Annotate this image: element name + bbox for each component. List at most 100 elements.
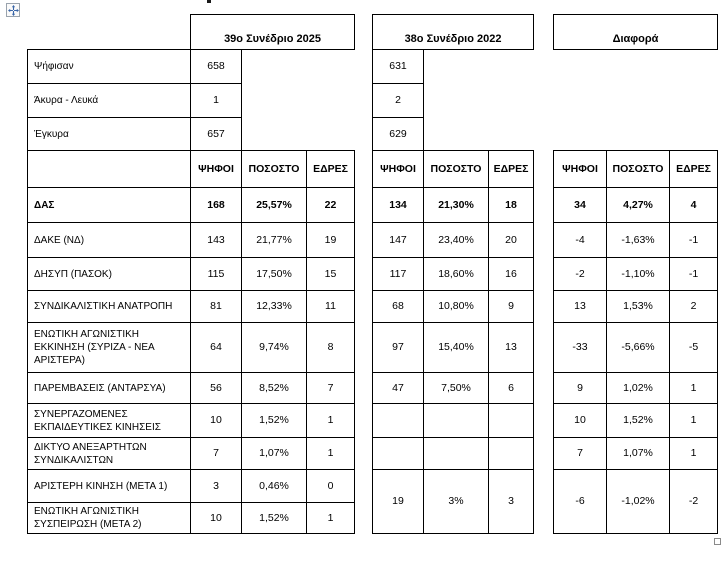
votes-cell[interactable]: 97 bbox=[372, 322, 424, 373]
votes-cell[interactable]: -6 bbox=[553, 469, 607, 534]
votes-cell[interactable]: 10 bbox=[190, 403, 242, 438]
seats-cell[interactable]: 1 bbox=[668, 403, 719, 438]
column-header-cell[interactable]: ΕΔΡΕΣ bbox=[668, 150, 719, 188]
percent-cell[interactable]: 0,46% bbox=[241, 469, 307, 503]
column-header-cell[interactable]: ΕΔΡΕΣ bbox=[306, 150, 355, 188]
percent-cell[interactable]: 4,27% bbox=[606, 187, 670, 223]
seats-cell[interactable]: 8 bbox=[306, 322, 355, 373]
seats-cell[interactable]: 20 bbox=[488, 222, 534, 258]
votes-cell[interactable]: -33 bbox=[553, 322, 607, 373]
seats-cell[interactable]: 22 bbox=[306, 187, 355, 223]
votes-cell[interactable]: 34 bbox=[553, 187, 607, 223]
percent-cell[interactable]: 10,80% bbox=[423, 290, 489, 323]
votes-cell[interactable]: 147 bbox=[372, 222, 424, 258]
percent-cell[interactable]: 9,74% bbox=[241, 322, 307, 373]
column-header-cell[interactable]: ΠΟΣΟΣΤΟ bbox=[241, 150, 307, 188]
column-header-cell[interactable]: ΨΗΦΟΙ bbox=[372, 150, 424, 188]
percent-cell[interactable]: 3% bbox=[423, 469, 489, 534]
seats-cell[interactable]: 4 bbox=[668, 187, 719, 223]
percent-cell[interactable]: -1,10% bbox=[606, 257, 670, 291]
summary-value-cell[interactable]: 658 bbox=[190, 49, 242, 84]
seats-cell[interactable]: 15 bbox=[306, 257, 355, 291]
party-name-cell[interactable]: ΣΥΝΔΙΚΑΛΙΣΤΙΚΗ ΑΝΑΤΡΟΠΗ bbox=[27, 290, 191, 323]
seats-cell[interactable]: -2 bbox=[668, 469, 719, 534]
party-name-cell[interactable]: ΔΑΣ bbox=[27, 187, 191, 223]
percent-cell[interactable]: 1,02% bbox=[606, 372, 670, 404]
votes-cell[interactable]: 10 bbox=[190, 502, 242, 534]
votes-cell[interactable] bbox=[372, 437, 424, 470]
percent-cell[interactable]: -1,02% bbox=[606, 469, 670, 534]
group-header-cell[interactable]: 39ο Συνέδριο 2025 bbox=[190, 14, 355, 50]
votes-cell[interactable]: 3 bbox=[190, 469, 242, 503]
seats-cell[interactable]: 18 bbox=[488, 187, 534, 223]
seats-cell[interactable]: -1 bbox=[668, 257, 719, 291]
summary-value-cell[interactable]: 1 bbox=[190, 83, 242, 118]
percent-cell[interactable]: 1,53% bbox=[606, 290, 670, 323]
party-name-cell[interactable]: ΔΙΚΤΥΟ ΑΝΕΞΑΡΤΗΤΩΝ ΣΥΝΔΙΚΑΛΙΣΤΩΝ bbox=[27, 437, 191, 470]
percent-cell[interactable]: 21,30% bbox=[423, 187, 489, 223]
seats-cell[interactable]: 2 bbox=[668, 290, 719, 323]
votes-cell[interactable]: 68 bbox=[372, 290, 424, 323]
summary-value-cell[interactable]: 657 bbox=[190, 117, 242, 151]
column-header-cell[interactable]: ΠΟΣΟΣΤΟ bbox=[606, 150, 670, 188]
percent-cell[interactable]: 7,50% bbox=[423, 372, 489, 404]
party-name-cell[interactable]: ΣΥΝΕΡΓΑΖΟΜΕΝΕΣ ΕΚΠΑΙΔΕΥΤΙΚΕΣ ΚΙΝΗΣΕΙΣ bbox=[27, 403, 191, 438]
seats-cell[interactable]: 0 bbox=[306, 469, 355, 503]
table-resize-handle-icon[interactable] bbox=[714, 538, 721, 545]
seats-cell[interactable]: 11 bbox=[306, 290, 355, 323]
votes-cell[interactable]: 64 bbox=[190, 322, 242, 373]
percent-cell[interactable]: 18,60% bbox=[423, 257, 489, 291]
percent-cell[interactable]: 1,52% bbox=[241, 403, 307, 438]
votes-cell[interactable]: 134 bbox=[372, 187, 424, 223]
seats-cell[interactable]: 1 bbox=[668, 372, 719, 404]
party-name-cell[interactable]: ΔΗΣΥΠ (ΠΑΣΟΚ) bbox=[27, 257, 191, 291]
votes-cell[interactable]: 13 bbox=[553, 290, 607, 323]
percent-cell[interactable]: -5,66% bbox=[606, 322, 670, 373]
party-name-cell[interactable]: ΑΡΙΣΤΕΡΗ ΚΙΝΗΣΗ (ΜΕΤΑ 1) bbox=[27, 469, 191, 503]
seats-cell[interactable]: 9 bbox=[488, 290, 534, 323]
percent-cell[interactable] bbox=[423, 403, 489, 438]
seats-cell[interactable]: 1 bbox=[668, 437, 719, 470]
percent-cell[interactable]: 8,52% bbox=[241, 372, 307, 404]
seats-cell[interactable]: 13 bbox=[488, 322, 534, 373]
summary-label-cell[interactable]: Άκυρα - Λευκά bbox=[27, 83, 191, 118]
percent-cell[interactable]: 15,40% bbox=[423, 322, 489, 373]
votes-cell[interactable]: 10 bbox=[553, 403, 607, 438]
summary-value-cell[interactable]: 2 bbox=[372, 83, 424, 118]
votes-cell[interactable]: 168 bbox=[190, 187, 242, 223]
seats-cell[interactable] bbox=[488, 437, 534, 470]
party-name-cell[interactable]: ΠΑΡΕΜΒΑΣΕΙΣ (ΑΝΤΑΡΣΥΑ) bbox=[27, 372, 191, 404]
votes-cell[interactable]: 143 bbox=[190, 222, 242, 258]
seats-cell[interactable] bbox=[488, 403, 534, 438]
votes-cell[interactable]: 115 bbox=[190, 257, 242, 291]
votes-cell[interactable]: -2 bbox=[553, 257, 607, 291]
seats-cell[interactable]: -5 bbox=[668, 322, 719, 373]
percent-cell[interactable]: 12,33% bbox=[241, 290, 307, 323]
percent-cell[interactable]: 1,52% bbox=[241, 502, 307, 534]
summary-label-cell[interactable]: Έγκυρα bbox=[27, 117, 191, 151]
empty-cell[interactable] bbox=[27, 150, 191, 188]
votes-cell[interactable]: -4 bbox=[553, 222, 607, 258]
seats-cell[interactable]: 1 bbox=[306, 403, 355, 438]
group-header-cell[interactable]: Διαφορά bbox=[552, 14, 719, 50]
percent-cell[interactable]: -1,63% bbox=[606, 222, 670, 258]
party-name-cell[interactable]: ΕΝΩΤΙΚΗ ΑΓΩΝΙΣΤΙΚΗ ΣΥΣΠΕΙΡΩΣΗ (ΜΕΤΑ 2) bbox=[27, 502, 191, 534]
percent-cell[interactable]: 23,40% bbox=[423, 222, 489, 258]
percent-cell[interactable]: 1,07% bbox=[606, 437, 670, 470]
votes-cell[interactable]: 9 bbox=[553, 372, 607, 404]
votes-cell[interactable]: 7 bbox=[190, 437, 242, 470]
seats-cell[interactable]: 19 bbox=[306, 222, 355, 258]
votes-cell[interactable]: 81 bbox=[190, 290, 242, 323]
percent-cell[interactable]: 21,77% bbox=[241, 222, 307, 258]
summary-value-cell[interactable]: 631 bbox=[372, 49, 424, 84]
percent-cell[interactable]: 1,52% bbox=[606, 403, 670, 438]
percent-cell[interactable] bbox=[423, 437, 489, 470]
votes-cell[interactable]: 7 bbox=[553, 437, 607, 470]
summary-value-cell[interactable]: 629 bbox=[372, 117, 424, 151]
percent-cell[interactable]: 17,50% bbox=[241, 257, 307, 291]
percent-cell[interactable]: 1,07% bbox=[241, 437, 307, 470]
column-header-cell[interactable]: ΠΟΣΟΣΤΟ bbox=[423, 150, 489, 188]
votes-cell[interactable]: 56 bbox=[190, 372, 242, 404]
votes-cell[interactable] bbox=[372, 403, 424, 438]
seats-cell[interactable]: -1 bbox=[668, 222, 719, 258]
